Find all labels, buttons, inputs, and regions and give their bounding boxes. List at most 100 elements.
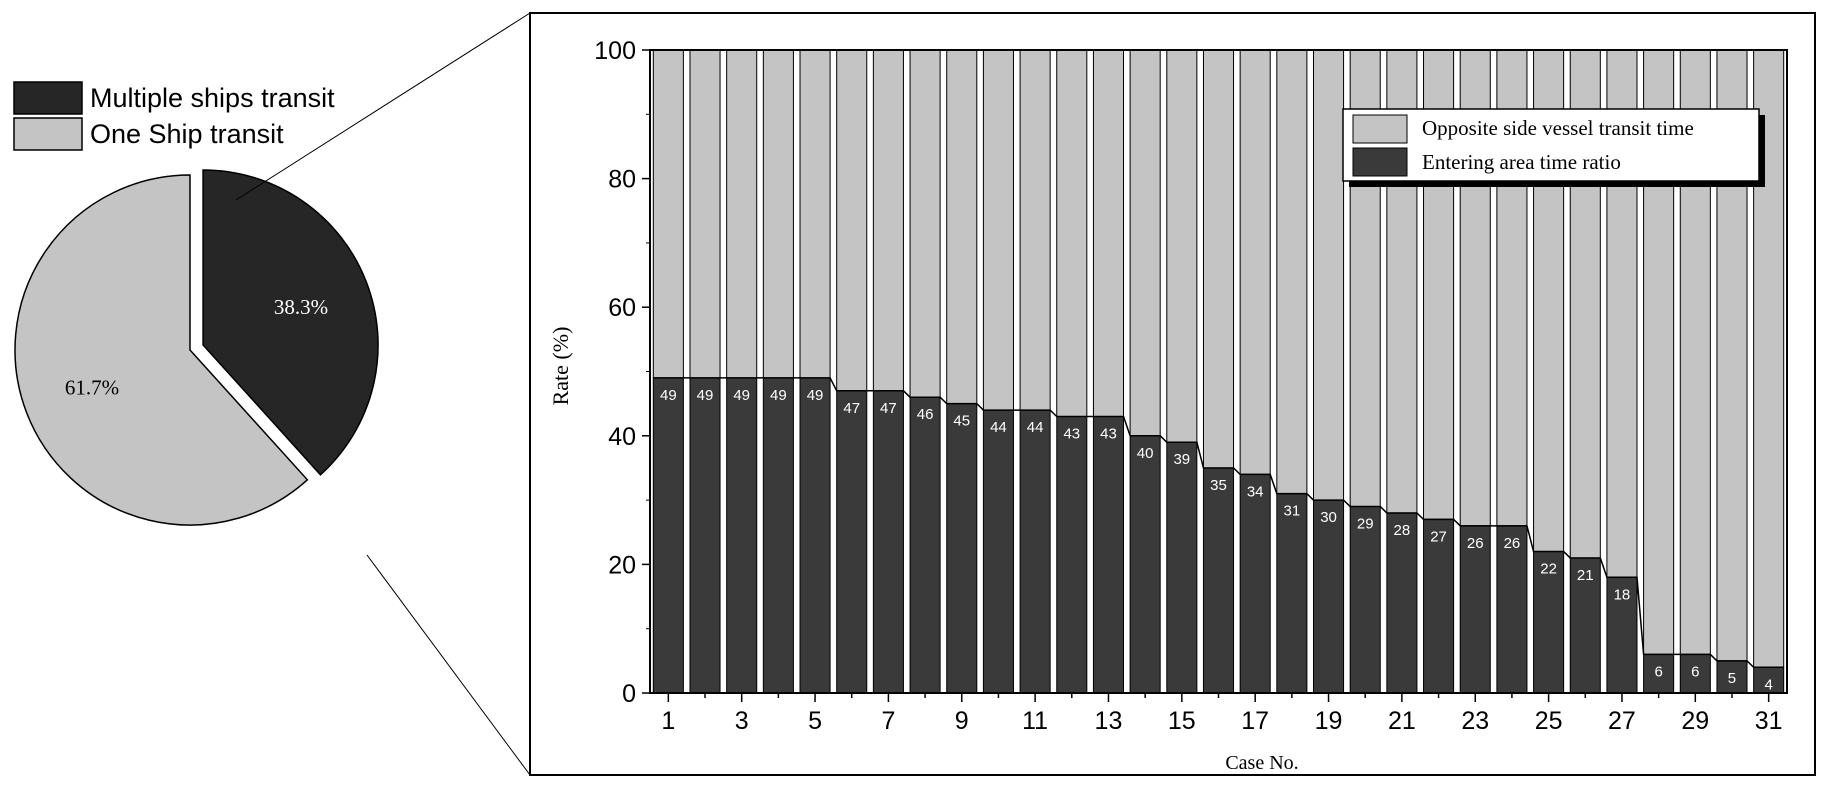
bar-entering-16	[1202, 467, 1235, 694]
bar-entering-19	[1312, 499, 1345, 694]
bar-value-label-19: 30	[1320, 509, 1337, 526]
bar-value-label-9: 45	[953, 413, 970, 430]
bar-entering-28	[1643, 653, 1675, 694]
bar-value-label-31: 4	[1764, 676, 1772, 693]
bar-entering-2	[689, 377, 721, 694]
bar-value-label-24: 26	[1504, 535, 1521, 552]
x-tick-label-31: 31	[1755, 707, 1783, 735]
bar-value-label-26: 21	[1577, 567, 1594, 584]
bar-value-label-25: 22	[1540, 561, 1557, 578]
x-tick-label-25: 25	[1535, 707, 1563, 735]
pie-legend-label-multiple: Multiple ships transit	[90, 83, 335, 113]
bar-value-label-10: 44	[990, 419, 1007, 436]
bar-legend-label-opposite: Opposite side vessel transit time	[1422, 116, 1694, 140]
x-tick-label-21: 21	[1388, 707, 1416, 735]
bar-value-label-3: 49	[733, 387, 750, 404]
bar-legend-box	[1342, 108, 1760, 182]
pie-legend-swatch-one	[13, 117, 83, 151]
bar-entering-18	[1276, 493, 1308, 694]
bar-opposite-17	[1239, 49, 1271, 475]
bar-entering-14	[1129, 435, 1161, 694]
pie-chart: 38.3% 61.7%	[14, 169, 379, 526]
bar-entering-23	[1459, 525, 1491, 694]
pie-slice-label-one: 61.7%	[65, 376, 119, 400]
bar-opposite-11	[1019, 49, 1051, 411]
x-tick-label-23: 23	[1461, 707, 1489, 735]
bar-entering-29	[1679, 653, 1711, 694]
bar-opposite-1	[652, 49, 684, 379]
bar-entering-12	[1056, 416, 1088, 694]
x-tick-label-9: 9	[955, 707, 969, 735]
bar-opposite-3	[726, 49, 758, 379]
bar-entering-27	[1606, 576, 1638, 694]
bar-legend-label-entering: Entering area time ratio	[1422, 150, 1621, 174]
bar-opposite-19	[1312, 49, 1345, 501]
y-tick-label-100: 100	[594, 37, 636, 65]
bar-value-label-22: 27	[1430, 528, 1447, 545]
bar-entering-6	[836, 390, 868, 694]
x-tick-label-19: 19	[1315, 707, 1343, 735]
bar-entering-25	[1533, 551, 1565, 694]
bar-value-label-16: 35	[1210, 477, 1227, 494]
bar-entering-21	[1386, 512, 1418, 694]
bar-value-label-28: 6	[1654, 663, 1662, 680]
bar-opposite-4	[762, 49, 794, 379]
bar-value-label-6: 47	[843, 400, 860, 417]
bar-value-label-2: 49	[697, 387, 714, 404]
bar-opposite-8	[909, 49, 941, 398]
bar-opposite-5	[799, 49, 831, 379]
x-tick-label-5: 5	[808, 707, 822, 735]
bar-entering-5	[799, 377, 831, 694]
bar-value-label-23: 26	[1467, 535, 1484, 552]
x-tick-label-3: 3	[735, 707, 749, 735]
bar-value-label-30: 5	[1728, 670, 1736, 687]
bar-entering-11	[1019, 409, 1051, 694]
bar-value-label-12: 43	[1063, 426, 1080, 443]
bar-opposite-10	[982, 49, 1014, 411]
bar-opposite-12	[1056, 49, 1088, 418]
zoom-connector-bottom	[366, 554, 531, 776]
y-axis-title: Rate (%)	[548, 327, 573, 406]
bar-value-label-15: 39	[1173, 451, 1190, 468]
bar-opposite-15	[1166, 49, 1198, 443]
bar-value-label-1: 49	[660, 387, 677, 404]
bar-value-label-18: 31	[1284, 503, 1301, 520]
bar-entering-3	[726, 377, 758, 694]
bar-entering-31	[1753, 666, 1785, 694]
bar-value-label-4: 49	[770, 387, 787, 404]
bar-entering-4	[762, 377, 794, 694]
bar-entering-20	[1349, 506, 1381, 694]
bar-opposite-16	[1202, 49, 1235, 469]
y-tick-label-20: 20	[608, 551, 636, 579]
bar-entering-7	[872, 390, 904, 694]
x-tick-label-27: 27	[1608, 707, 1636, 735]
bar-entering-15	[1166, 441, 1198, 694]
zoom-connector-top	[235, 12, 531, 201]
bar-entering-8	[909, 396, 941, 694]
x-tick-label-1: 1	[661, 707, 675, 735]
bar-opposite-13	[1092, 49, 1125, 418]
bar-opposite-2	[689, 49, 721, 379]
x-tick-label-29: 29	[1681, 707, 1709, 735]
y-tick-label-40: 40	[608, 423, 636, 451]
bar-value-label-5: 49	[807, 387, 824, 404]
bar-value-label-11: 44	[1027, 419, 1044, 436]
x-tick-label-17: 17	[1241, 707, 1269, 735]
pie-legend: Multiple ships transit One Ship transit	[13, 81, 335, 151]
pie-slice-label-multiple: 38.3%	[274, 295, 328, 319]
bar-value-label-20: 29	[1357, 516, 1374, 533]
bar-opposite-14	[1129, 49, 1161, 437]
bar-entering-1	[652, 377, 684, 694]
y-tick-label-60: 60	[608, 294, 636, 322]
y-tick-label-0: 0	[622, 680, 636, 708]
bar-opposite-18	[1276, 49, 1308, 495]
bar-entering-17	[1239, 473, 1271, 694]
bar-chart-frame	[529, 12, 1816, 776]
x-axis-title: Case No.	[1225, 752, 1298, 774]
bar-value-label-8: 46	[917, 406, 934, 423]
bar-value-label-17: 34	[1247, 483, 1264, 500]
y-tick-label-80: 80	[608, 166, 636, 194]
bar-entering-22	[1423, 518, 1455, 694]
pie-slice-one	[14, 174, 309, 526]
bar-value-label-27: 18	[1614, 586, 1631, 603]
